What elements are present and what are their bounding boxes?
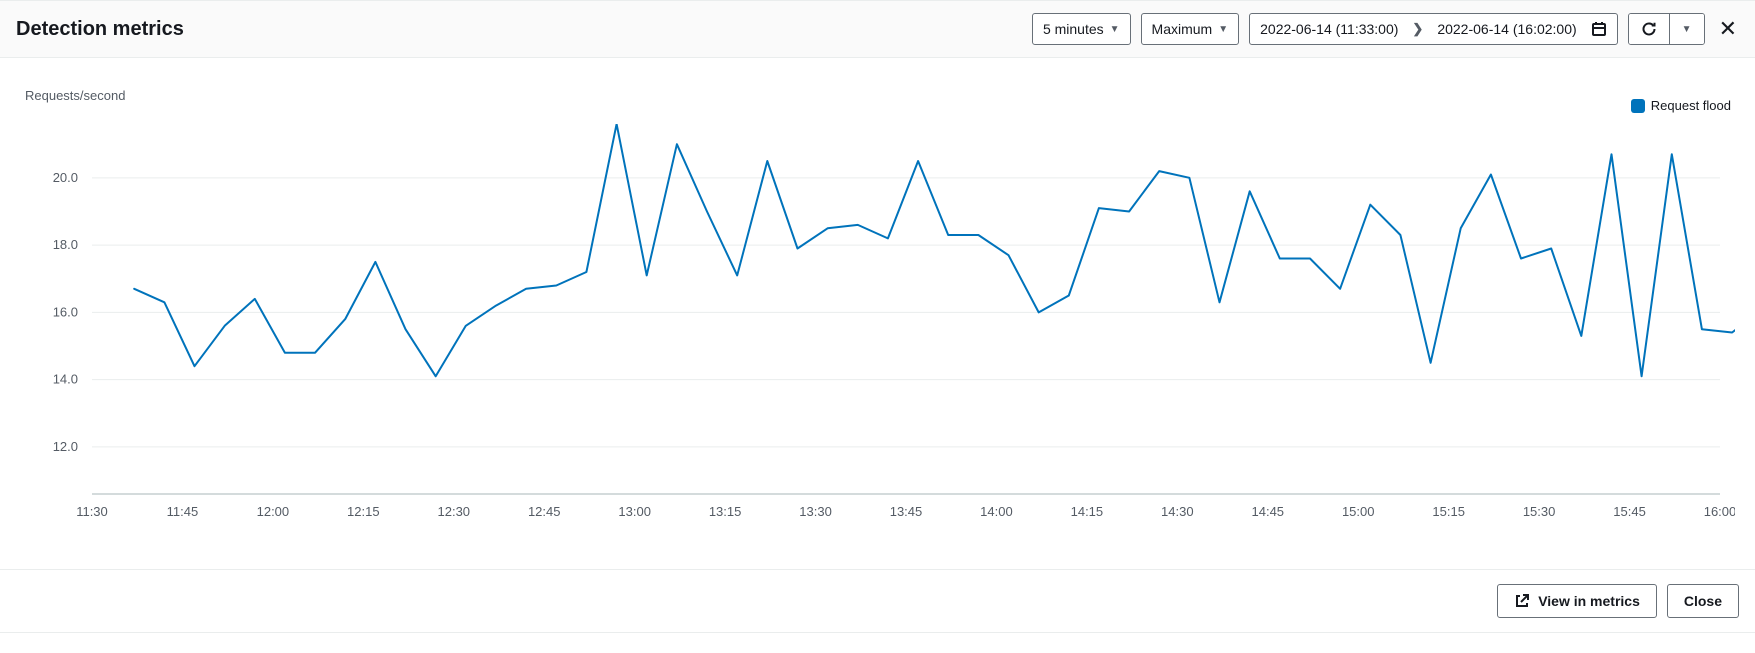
view-in-metrics-button[interactable]: View in metrics	[1497, 584, 1657, 618]
svg-text:11:45: 11:45	[167, 504, 199, 519]
refresh-icon	[1641, 21, 1657, 37]
line-chart: 12.0 14.0 16.0 18.0 20.0 11:30 11:45 12:00 12:15…	[20, 124, 1735, 529]
panel-footer: View in metrics Close	[0, 569, 1755, 632]
svg-text:15:15: 15:15	[1432, 504, 1465, 519]
svg-text:14:45: 14:45	[1252, 504, 1285, 519]
svg-text:16.0: 16.0	[53, 304, 78, 319]
svg-text:15:45: 15:45	[1613, 504, 1646, 519]
svg-text:11:30: 11:30	[76, 504, 108, 519]
svg-text:14:00: 14:00	[980, 504, 1013, 519]
svg-text:13:45: 13:45	[890, 504, 923, 519]
svg-text:12.0: 12.0	[53, 439, 78, 454]
time-from: 2022-06-14 (11:33:00)	[1260, 21, 1398, 37]
chart-container: Requests/second Request flood 12.0 14.0 16…	[0, 58, 1755, 569]
svg-text:15:00: 15:00	[1342, 504, 1375, 519]
chevron-right-icon: ❯	[1412, 21, 1423, 37]
svg-text:20.0: 20.0	[53, 170, 78, 185]
svg-text:18.0: 18.0	[53, 237, 78, 252]
close-button-label: Close	[1684, 593, 1722, 609]
refresh-button-group: ▼	[1628, 13, 1705, 45]
svg-text:14.0: 14.0	[53, 372, 78, 387]
statistic-select-label: Maximum	[1152, 21, 1213, 37]
legend-swatch	[1631, 99, 1645, 113]
refresh-button[interactable]	[1629, 14, 1669, 44]
chart-legend: Request flood	[1631, 98, 1731, 113]
calendar-icon	[1591, 21, 1607, 37]
y-axis-label: Requests/second	[25, 88, 125, 103]
svg-text:13:00: 13:00	[618, 504, 651, 519]
svg-text:16:00: 16:00	[1704, 504, 1735, 519]
svg-text:14:15: 14:15	[1071, 504, 1104, 519]
caret-down-icon: ▼	[1110, 24, 1120, 35]
legend-label: Request flood	[1651, 98, 1731, 113]
svg-text:12:30: 12:30	[438, 504, 471, 519]
detection-metrics-panel: Detection metrics 5 minutes ▼ Maximum ▼ …	[0, 0, 1755, 633]
caret-down-icon: ▼	[1682, 24, 1692, 35]
period-select[interactable]: 5 minutes ▼	[1032, 13, 1131, 45]
svg-text:14:30: 14:30	[1161, 504, 1194, 519]
period-select-label: 5 minutes	[1043, 21, 1104, 37]
external-link-icon	[1514, 593, 1530, 609]
caret-down-icon: ▼	[1218, 24, 1228, 35]
svg-text:13:15: 13:15	[709, 504, 742, 519]
svg-text:12:45: 12:45	[528, 504, 561, 519]
svg-text:12:15: 12:15	[347, 504, 380, 519]
svg-text:13:30: 13:30	[799, 504, 832, 519]
close-icon[interactable]: ✕	[1717, 18, 1739, 40]
panel-title: Detection metrics	[16, 18, 184, 41]
view-in-metrics-label: View in metrics	[1538, 593, 1640, 609]
close-button[interactable]: Close	[1667, 584, 1739, 618]
svg-text:15:30: 15:30	[1523, 504, 1556, 519]
statistic-select[interactable]: Maximum ▼	[1141, 13, 1240, 45]
svg-text:12:00: 12:00	[257, 504, 290, 519]
time-range-picker[interactable]: 2022-06-14 (11:33:00) ❯ 2022-06-14 (16:0…	[1249, 13, 1618, 45]
time-to: 2022-06-14 (16:02:00)	[1437, 21, 1576, 37]
header-controls: 5 minutes ▼ Maximum ▼ 2022-06-14 (11:33:…	[1032, 13, 1739, 45]
panel-header: Detection metrics 5 minutes ▼ Maximum ▼ …	[0, 1, 1755, 58]
refresh-options-button[interactable]: ▼	[1669, 14, 1704, 44]
